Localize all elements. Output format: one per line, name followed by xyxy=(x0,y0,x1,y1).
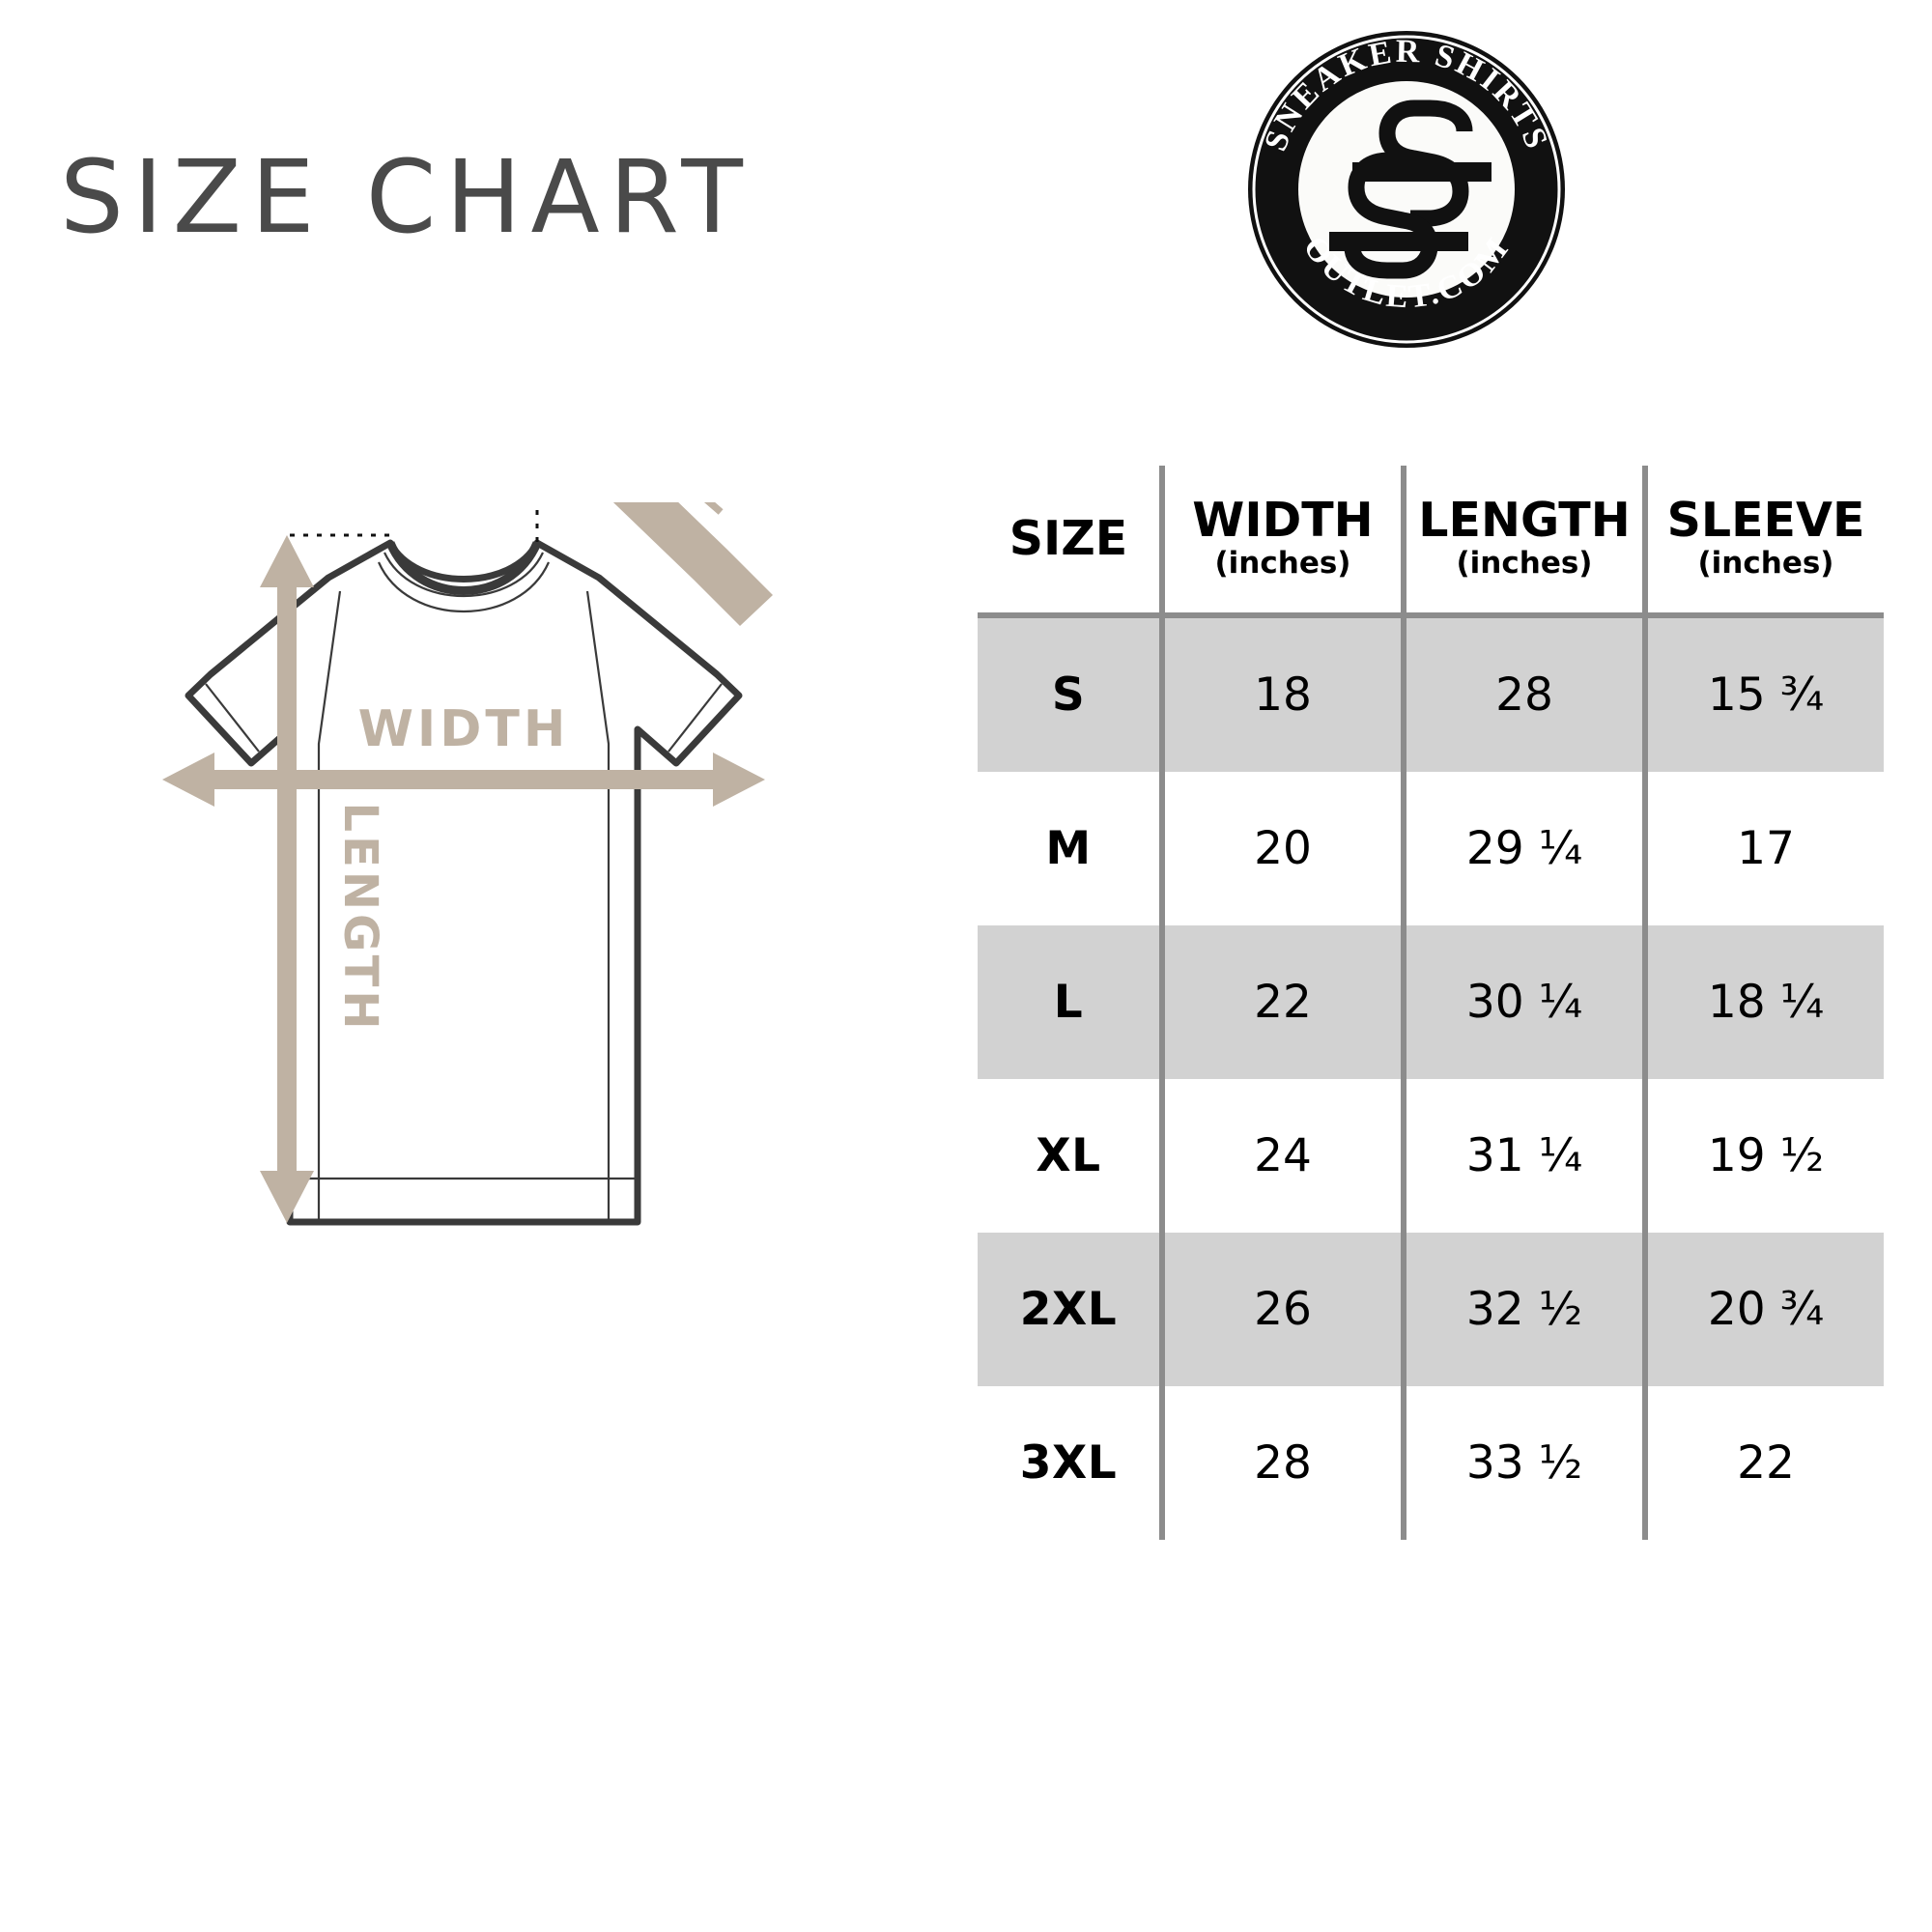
logo-monogram-icon xyxy=(1329,99,1492,279)
length-measure-arrow xyxy=(260,535,314,1223)
size-table-body: S 18 28 15 ¾ M 20 29 ¼ 17 L 22 30 ¼ 18 ¼ XL 24 31 ¼ 19 … xyxy=(978,618,1884,1540)
column-header-length: LENGTH (inches) xyxy=(1401,466,1642,618)
width-measure-arrow xyxy=(162,753,765,807)
column-header-sleeve-unit: (inches) xyxy=(1697,545,1834,581)
shirt-detail-lines xyxy=(205,552,723,1222)
shirt-diagram: SLEEVE WIDTH LENGTH xyxy=(0,335,927,1613)
table-row: M 20 29 ¼ 17 xyxy=(978,772,1884,925)
brand-logo: SNEAKER SHIRTS OUTLET.COM xyxy=(1244,27,1569,352)
cell-length: 33 ½ xyxy=(1401,1386,1642,1540)
cell-size: L xyxy=(978,925,1159,1079)
column-header-length-label: LENGTH xyxy=(1418,492,1631,548)
cell-sleeve: 15 ¾ xyxy=(1642,618,1884,772)
cell-width: 26 xyxy=(1159,1233,1401,1386)
table-row: S 18 28 15 ¾ xyxy=(978,618,1884,772)
size-table-header: SIZE WIDTH (inches) LENGTH (inches) SLEE… xyxy=(978,466,1884,618)
cell-sleeve: 19 ½ xyxy=(1642,1079,1884,1233)
cell-size: 3XL xyxy=(1019,1436,1118,1490)
cell-sleeve: 22 xyxy=(1642,1386,1884,1540)
width-label: WIDTH xyxy=(358,700,570,758)
cell-sleeve: 20 ¾ xyxy=(1642,1233,1884,1386)
column-header-length-unit: (inches) xyxy=(1456,545,1593,581)
cell-width: 20 xyxy=(1159,772,1401,925)
column-header-sleeve: SLEEVE (inches) xyxy=(1642,466,1884,618)
column-header-size: SIZE xyxy=(978,466,1159,618)
column-header-width: WIDTH (inches) xyxy=(1159,466,1401,618)
column-header-sleeve-label: SLEEVE xyxy=(1666,492,1865,548)
cell-length: 31 ¼ xyxy=(1401,1079,1642,1233)
cell-width: 22 xyxy=(1159,925,1401,1079)
cell-length: 30 ¼ xyxy=(1401,925,1642,1079)
cell-size: 2XL xyxy=(978,1233,1159,1386)
column-header-width-unit: (inches) xyxy=(1214,545,1351,581)
cell-length: 29 ¼ xyxy=(1401,772,1642,925)
cell-width: 24 xyxy=(1159,1079,1401,1233)
column-header-width-label: WIDTH xyxy=(1192,492,1374,548)
shirt-outline xyxy=(185,539,743,1226)
size-table: SIZE WIDTH (inches) LENGTH (inches) SLEE… xyxy=(978,466,1884,1540)
table-row: L 22 30 ¼ 18 ¼ xyxy=(978,925,1884,1079)
length-label: LENGTH xyxy=(333,802,387,1033)
cell-size: M xyxy=(1045,822,1092,875)
table-header-row: SIZE WIDTH (inches) LENGTH (inches) SLEE… xyxy=(978,466,1884,618)
column-header-size-label: SIZE xyxy=(1009,511,1128,567)
cell-length: 32 ½ xyxy=(1401,1233,1642,1386)
cell-width: 28 xyxy=(1159,1386,1401,1540)
cell-sleeve: 17 xyxy=(1642,772,1884,925)
cell-size: S xyxy=(978,618,1159,772)
table-row: 2XL 26 32 ½ 20 ¾ xyxy=(978,1233,1884,1386)
cell-sleeve: 18 ¼ xyxy=(1642,925,1884,1079)
cell-width: 18 xyxy=(1159,618,1401,772)
table-row: 3XL 28 33 ½ 22 xyxy=(978,1386,1884,1540)
shirt-neck-rib xyxy=(385,541,542,595)
table-row: XL 24 31 ¼ 19 ½ xyxy=(978,1079,1884,1233)
cell-size: XL xyxy=(1036,1129,1101,1182)
cell-length: 28 xyxy=(1401,618,1642,772)
page-title: SIZE CHART xyxy=(60,138,753,256)
